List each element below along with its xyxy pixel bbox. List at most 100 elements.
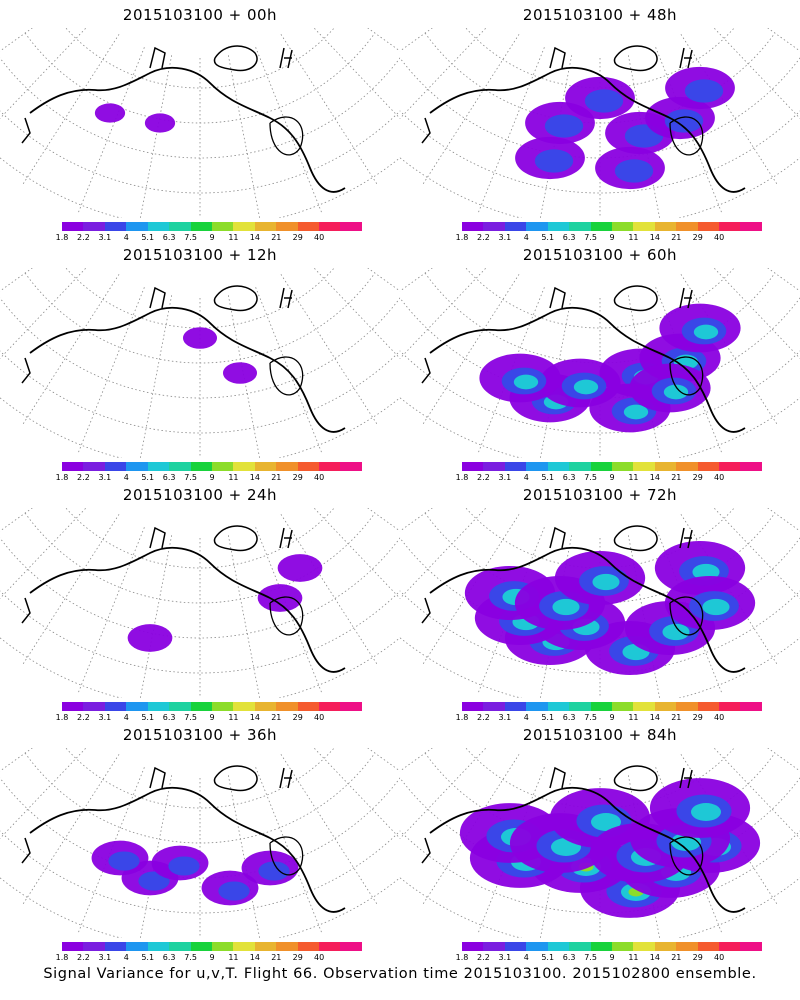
colorbar-tick-label: 29 — [692, 233, 703, 242]
colorbar-swatch — [211, 462, 234, 471]
colorbar-tick-label: 5.1 — [141, 233, 155, 242]
colorbar — [462, 222, 762, 231]
colorbar-swatch — [483, 942, 505, 951]
longitude-line — [21, 754, 120, 907]
colorbar-tick-label: 3.1 — [98, 953, 112, 962]
colorbar-swatch — [169, 222, 191, 231]
colorbar-tick-label: 9 — [609, 473, 615, 482]
graticule — [0, 268, 400, 458]
latitude-line — [0, 830, 400, 914]
colorbar-tick-label: 40 — [314, 953, 325, 962]
colorbar-swatch — [276, 222, 298, 231]
latitude-line — [400, 637, 800, 698]
latitude-line — [0, 397, 400, 458]
panel-title: 2015103100 + 48h — [522, 6, 678, 24]
coastline-path — [429, 786, 746, 913]
colorbar-tick-label: 6.3 — [162, 953, 176, 962]
coastline-path — [429, 306, 746, 433]
colorbar-swatch — [590, 462, 612, 471]
colorbar-ticks: 1.8 2.2 3.1 4 5.1 6.3 7.5 9 11 14 21 29 40 — [456, 233, 762, 243]
colorbar-tick-label: 4 — [123, 473, 129, 482]
forecast-panel: 2015103100 + 36h 1.8 2.2 3.1 4 5.1 6.3 7.5 9 11 14… — [0, 720, 400, 962]
polar-map — [0, 268, 400, 458]
colorbar-tick-label: 21 — [671, 473, 682, 482]
polar-map — [0, 508, 400, 698]
colorbar-tick-label: 7.5 — [584, 473, 597, 482]
coastline-path — [549, 766, 566, 789]
colorbar-tick-label: 11 — [628, 953, 639, 962]
colorbar-swatch — [611, 222, 634, 231]
variance-contour — [182, 327, 218, 349]
colorbar-swatch — [504, 942, 527, 951]
coastline — [421, 525, 746, 673]
colorbar-tick-label: 2.2 — [477, 713, 490, 722]
forecast-panel: 2015103100 + 12h 1.8 2.2 3.1 4 5.1 6.3 7.5 9 11 14… — [0, 240, 400, 482]
colorbar-swatch — [719, 222, 741, 231]
colorbar-tick-label: 40 — [314, 713, 325, 722]
coastline — [21, 525, 346, 673]
colorbar-tick-label: 29 — [692, 473, 703, 482]
colorbar-swatch — [169, 462, 191, 471]
colorbar-swatch — [462, 222, 484, 231]
latitude-line — [465, 508, 735, 569]
colorbar-swatch — [676, 222, 698, 231]
polar-map — [400, 268, 800, 458]
colorbar-tick-label: 14 — [649, 713, 660, 722]
colorbar-tick-label: 7.5 — [184, 473, 197, 482]
colorbar-tick-label: 14 — [249, 233, 260, 242]
colorbar-tick-label: 14 — [249, 473, 260, 482]
latitude-line — [400, 590, 800, 674]
colorbar-swatch — [526, 222, 548, 231]
colorbar-tick-label: 11 — [628, 233, 639, 242]
colorbar-swatch — [483, 222, 505, 231]
colorbar-tick-label: 7.5 — [584, 953, 597, 962]
figure-caption: Signal Variance for u,v,T. Flight 66. Ob… — [43, 966, 757, 982]
colorbar-tick-label: 4 — [523, 233, 529, 242]
island-outline — [279, 47, 293, 69]
graticule — [0, 508, 400, 698]
colorbar-tick-label: 5.1 — [141, 953, 155, 962]
latitude-line — [0, 637, 400, 698]
longitude-line — [367, 748, 400, 772]
coastline-path — [421, 357, 431, 384]
island-outline — [679, 287, 693, 309]
colorbar-swatch — [719, 702, 741, 711]
variance-contour — [277, 554, 323, 582]
colorbar-swatch — [740, 222, 762, 231]
colorbar-swatch — [611, 702, 634, 711]
latitude-line — [0, 590, 400, 674]
colorbar-tick-label: 40 — [314, 473, 325, 482]
variance-contour — [584, 89, 624, 113]
island-outline — [613, 765, 658, 792]
colorbar-tick-label: 7.5 — [184, 713, 197, 722]
coastline-path — [549, 526, 566, 549]
latitude-line — [0, 297, 400, 399]
colorbar-tick-label: 6.3 — [562, 713, 576, 722]
polar-map — [0, 748, 400, 938]
latitude-line — [0, 350, 400, 434]
colorbar-swatch — [590, 942, 612, 951]
colorbar-swatch — [526, 702, 548, 711]
colorbar-swatch — [147, 222, 170, 231]
coastline-path — [549, 286, 566, 309]
colorbar-tick-label: 6.3 — [162, 233, 176, 242]
colorbar-swatch — [297, 462, 320, 471]
coastline-path — [21, 837, 31, 864]
colorbar-tick-label: 4 — [123, 953, 129, 962]
island-outline — [613, 525, 658, 552]
colorbar-swatch — [547, 462, 570, 471]
panel-title: 2015103100 + 36h — [122, 726, 278, 744]
island-outline — [679, 47, 693, 69]
coastline-path — [21, 357, 31, 384]
forecast-panel: 2015103100 + 60h 1.8 2.2 3.1 4 5.1 6.3 7.5 9 11 14… — [400, 240, 800, 482]
colorbar-swatch — [740, 702, 762, 711]
colorbar-tick-label: 1.8 — [55, 233, 69, 242]
colorbar-tick-label: 4 — [523, 713, 529, 722]
colorbar-swatch — [719, 942, 741, 951]
colorbar-tick-label: 3.1 — [98, 713, 112, 722]
island-outline — [613, 45, 658, 72]
colorbar-swatch — [169, 702, 191, 711]
coastline-path — [149, 46, 166, 69]
colorbar-swatch — [462, 942, 484, 951]
colorbar-swatch — [676, 702, 698, 711]
